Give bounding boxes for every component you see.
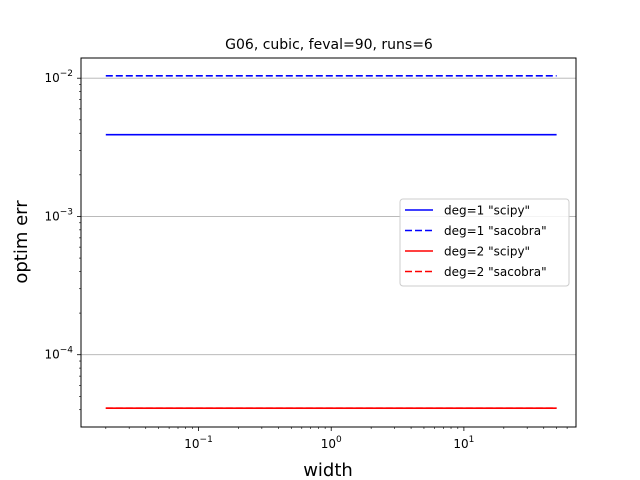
plot-series <box>105 75 557 410</box>
x-tick-label: 100 <box>321 435 342 451</box>
legend-label: deg=1 "scipy" <box>444 204 530 218</box>
y-tick-label: 10−2 <box>44 69 73 85</box>
y-axis-label: optim err <box>11 200 32 284</box>
legend-label: deg=2 "sacobra" <box>444 265 547 279</box>
legend-label: deg=2 "scipy" <box>444 245 530 259</box>
axis-ticks: 10−4 10−3 10−2 10−1 100 101 <box>44 69 568 451</box>
y-tick-label: 10−3 <box>44 207 73 223</box>
x-tick-label: 10−1 <box>184 435 213 451</box>
legend-label: deg=1 "sacobra" <box>444 224 547 238</box>
chart-title: G06, cubic, feval=90, runs=6 <box>225 37 433 53</box>
x-axis-label: width <box>303 460 353 480</box>
y-tick-label: 10−4 <box>44 346 73 362</box>
legend: deg=1 "scipy" deg=1 "sacobra" deg=2 "scipy… <box>399 198 570 287</box>
plot-frame <box>80 57 577 428</box>
legend-box <box>399 198 570 287</box>
x-tick-label: 101 <box>453 435 474 451</box>
